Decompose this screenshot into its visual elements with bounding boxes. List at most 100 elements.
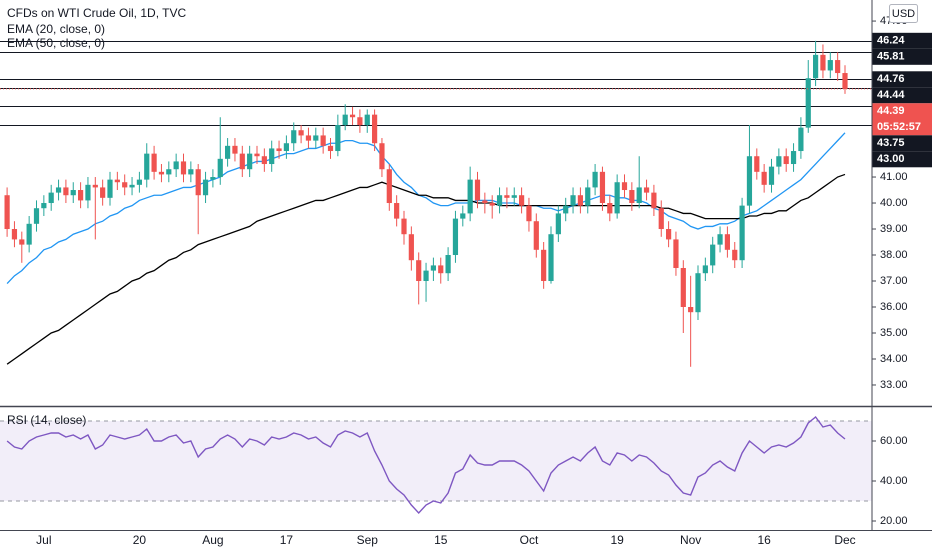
candle-body [33,208,40,224]
candle-body [798,127,804,152]
candle-body [732,249,738,261]
level-tag [872,135,932,152]
candle-body [504,195,510,198]
candle-body [563,205,569,214]
candle-body [217,158,223,178]
candle-body [136,179,142,185]
candle-body [460,213,466,219]
candle-body [511,195,517,198]
x-tick-label: Oct [520,533,539,547]
candle-body [555,213,561,235]
candle-body [592,171,598,188]
x-tick-label: Dec [834,533,855,547]
level-tag [872,151,932,168]
currency-box[interactable] [889,4,918,23]
candle-body [202,179,209,196]
candle-body [11,229,18,240]
legend-entry: EMA (20, close, 0) [7,22,105,36]
x-tick-label: 20 [133,533,147,547]
candle-body [379,143,385,170]
candle-body [19,239,25,245]
candle-body [599,171,606,204]
candle-body [232,145,238,154]
candle-body [166,169,172,175]
x-tick-label: Jul [36,533,51,547]
y-tick-label: 33.00 [880,379,908,391]
candle-body [805,78,811,128]
candle-body [423,270,429,282]
candle-body [754,156,760,172]
candle-body [335,125,341,152]
candle-body [496,195,503,206]
candle-body [621,182,628,191]
candle-body [548,234,554,282]
countdown-label: 05:52:57 [877,121,921,133]
candle-body [261,156,267,165]
candle-body [636,187,642,204]
y-tick-label: 36.00 [880,301,908,313]
y-tick-label: 39.00 [880,223,908,235]
candle-body [746,156,753,206]
level-label: 44.44 [877,89,905,101]
candle-body [247,153,253,170]
level-tag [872,48,932,65]
candle-body [474,179,481,201]
legend-entry: EMA (50, close, 0) [7,36,105,50]
candle-body [342,114,348,126]
candle-body [85,184,91,201]
candle-body [673,239,679,269]
candle-body [195,169,201,196]
candle-body [114,179,120,183]
candle-body [577,195,583,206]
candle-body [225,145,231,159]
rsi-y-tick-label: 60.00 [880,435,908,447]
level-label: 44.76 [877,73,905,85]
candle-body [364,114,370,126]
candle-body [666,229,672,240]
candle-body [776,156,782,167]
candle-body [210,177,216,180]
candle-body [452,218,459,256]
level-label: 43.00 [877,153,905,165]
level-tag [872,87,932,104]
current-price-tag [872,103,932,136]
candle-body [651,192,657,209]
candle-body [445,255,451,274]
candle-body [416,260,422,282]
y-tick-label: 35.00 [880,327,908,339]
y-tick-label: 38.00 [880,249,908,261]
level-label: 46.24 [877,35,905,47]
candle-body [519,195,525,206]
candle-body [394,203,400,219]
candle-body [283,143,289,152]
candle-body [276,148,282,152]
candle-body [4,195,10,230]
x-tick-label: 17 [280,533,294,547]
candle-body [41,203,47,209]
candle-body [526,205,532,222]
candle-body [585,187,591,206]
candle-body [313,135,319,141]
candle-body [820,54,826,71]
level-label: 45.81 [877,51,905,63]
currency-label[interactable]: USD [892,8,915,20]
y-tick-label: 37.00 [880,275,908,287]
candle-body [827,60,833,71]
candle-body [695,273,701,313]
x-tick-label: 19 [610,533,624,547]
candle-body [349,114,356,118]
y-tick-label: 41.00 [880,171,908,183]
x-tick-label: Sep [357,533,379,547]
candle-body [180,161,187,175]
candle-body [26,223,32,245]
level-tag [872,71,932,88]
x-tick-label: Aug [202,533,223,547]
candle-body [717,234,723,245]
candle-body [835,60,841,74]
ema-line [6,173,846,365]
candle-body [680,268,686,307]
candle-body [55,187,62,193]
candle-body [570,195,576,206]
y-tick-label: 40.00 [880,197,908,209]
candle-body [739,205,745,261]
